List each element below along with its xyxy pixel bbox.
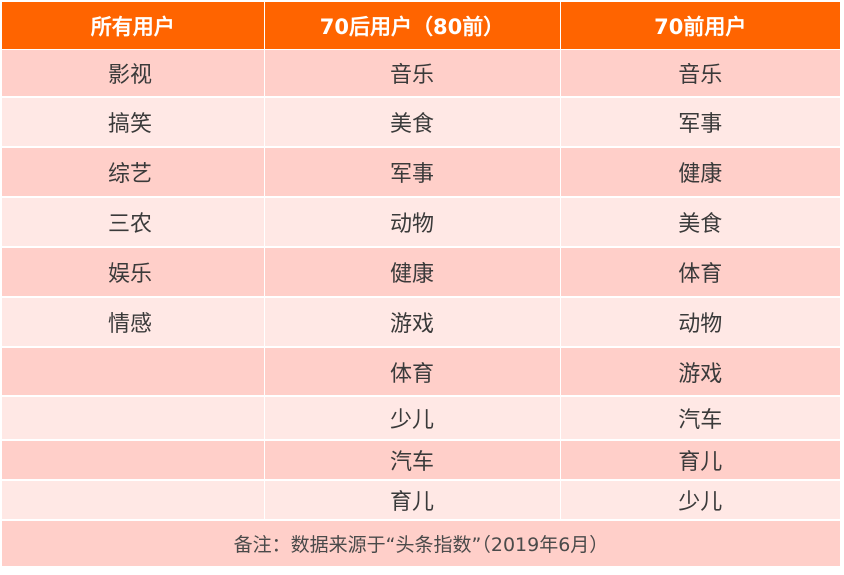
- table-row: 综艺 军事 健康: [2, 147, 840, 198]
- table-row: 搞笑 美食 军事: [2, 97, 840, 148]
- cell-post70-users: 动物: [264, 197, 561, 248]
- cell-pre70-users: 少儿: [560, 480, 840, 521]
- table-header: 所有用户 70后用户（80前） 70前用户: [2, 2, 840, 50]
- cell-pre70-users: 汽车: [560, 396, 840, 441]
- cell-post70-users: 美食: [264, 97, 561, 148]
- cell-all-users: [2, 347, 265, 397]
- cell-post70-users: 音乐: [264, 49, 561, 98]
- cell-pre70-users: 健康: [560, 147, 840, 198]
- cell-all-users: [2, 440, 265, 481]
- cell-pre70-users: 育儿: [560, 440, 840, 481]
- cell-post70-users: 少儿: [264, 396, 561, 441]
- cell-all-users: 搞笑: [2, 97, 265, 148]
- table-row: 育儿 少儿: [2, 480, 840, 521]
- cell-post70-users: 游戏: [264, 297, 561, 348]
- table-row: 三农 动物 美食: [2, 197, 840, 248]
- table-row: 情感 游戏 动物: [2, 297, 840, 348]
- cell-pre70-users: 游戏: [560, 347, 840, 397]
- table-row: 娱乐 健康 体育: [2, 247, 840, 298]
- cell-all-users: 情感: [2, 297, 265, 348]
- header-all-users: 所有用户: [2, 2, 265, 50]
- header-pre70-users: 70前用户: [560, 2, 840, 50]
- cell-post70-users: 汽车: [264, 440, 561, 481]
- table-row: 汽车 育儿: [2, 440, 840, 481]
- footnote-row: 备注：数据来源于“头条指数”（2019年6月）: [2, 520, 840, 566]
- cell-post70-users: 健康: [264, 247, 561, 298]
- table-row: 少儿 汽车: [2, 396, 840, 441]
- cell-post70-users: 育儿: [264, 480, 561, 521]
- cell-all-users: 综艺: [2, 147, 265, 198]
- footnote: 备注：数据来源于“头条指数”（2019年6月）: [2, 520, 840, 566]
- table-body: 影视 音乐 音乐 搞笑 美食 军事 综艺 军事 健康 三农 动物 美食 娱乐 健: [2, 49, 840, 566]
- cell-pre70-users: 美食: [560, 197, 840, 248]
- header-row: 所有用户 70后用户（80前） 70前用户: [2, 2, 840, 50]
- cell-pre70-users: 音乐: [560, 49, 840, 98]
- cell-post70-users: 体育: [264, 347, 561, 397]
- table-row: 体育 游戏: [2, 347, 840, 397]
- cell-post70-users: 军事: [264, 147, 561, 198]
- cell-all-users: 娱乐: [2, 247, 265, 298]
- cell-pre70-users: 军事: [560, 97, 840, 148]
- cell-all-users: 影视: [2, 49, 265, 98]
- cell-pre70-users: 体育: [560, 247, 840, 298]
- table-row: 影视 音乐 音乐: [2, 49, 840, 98]
- user-interest-table: 所有用户 70后用户（80前） 70前用户 影视 音乐 音乐 搞笑 美食 军事 …: [2, 2, 840, 566]
- cell-all-users: [2, 480, 265, 521]
- header-post70-users: 70后用户（80前）: [264, 2, 561, 50]
- cell-pre70-users: 动物: [560, 297, 840, 348]
- user-interest-table-container: 所有用户 70后用户（80前） 70前用户 影视 音乐 音乐 搞笑 美食 军事 …: [2, 2, 840, 566]
- cell-all-users: 三农: [2, 197, 265, 248]
- cell-all-users: [2, 396, 265, 441]
